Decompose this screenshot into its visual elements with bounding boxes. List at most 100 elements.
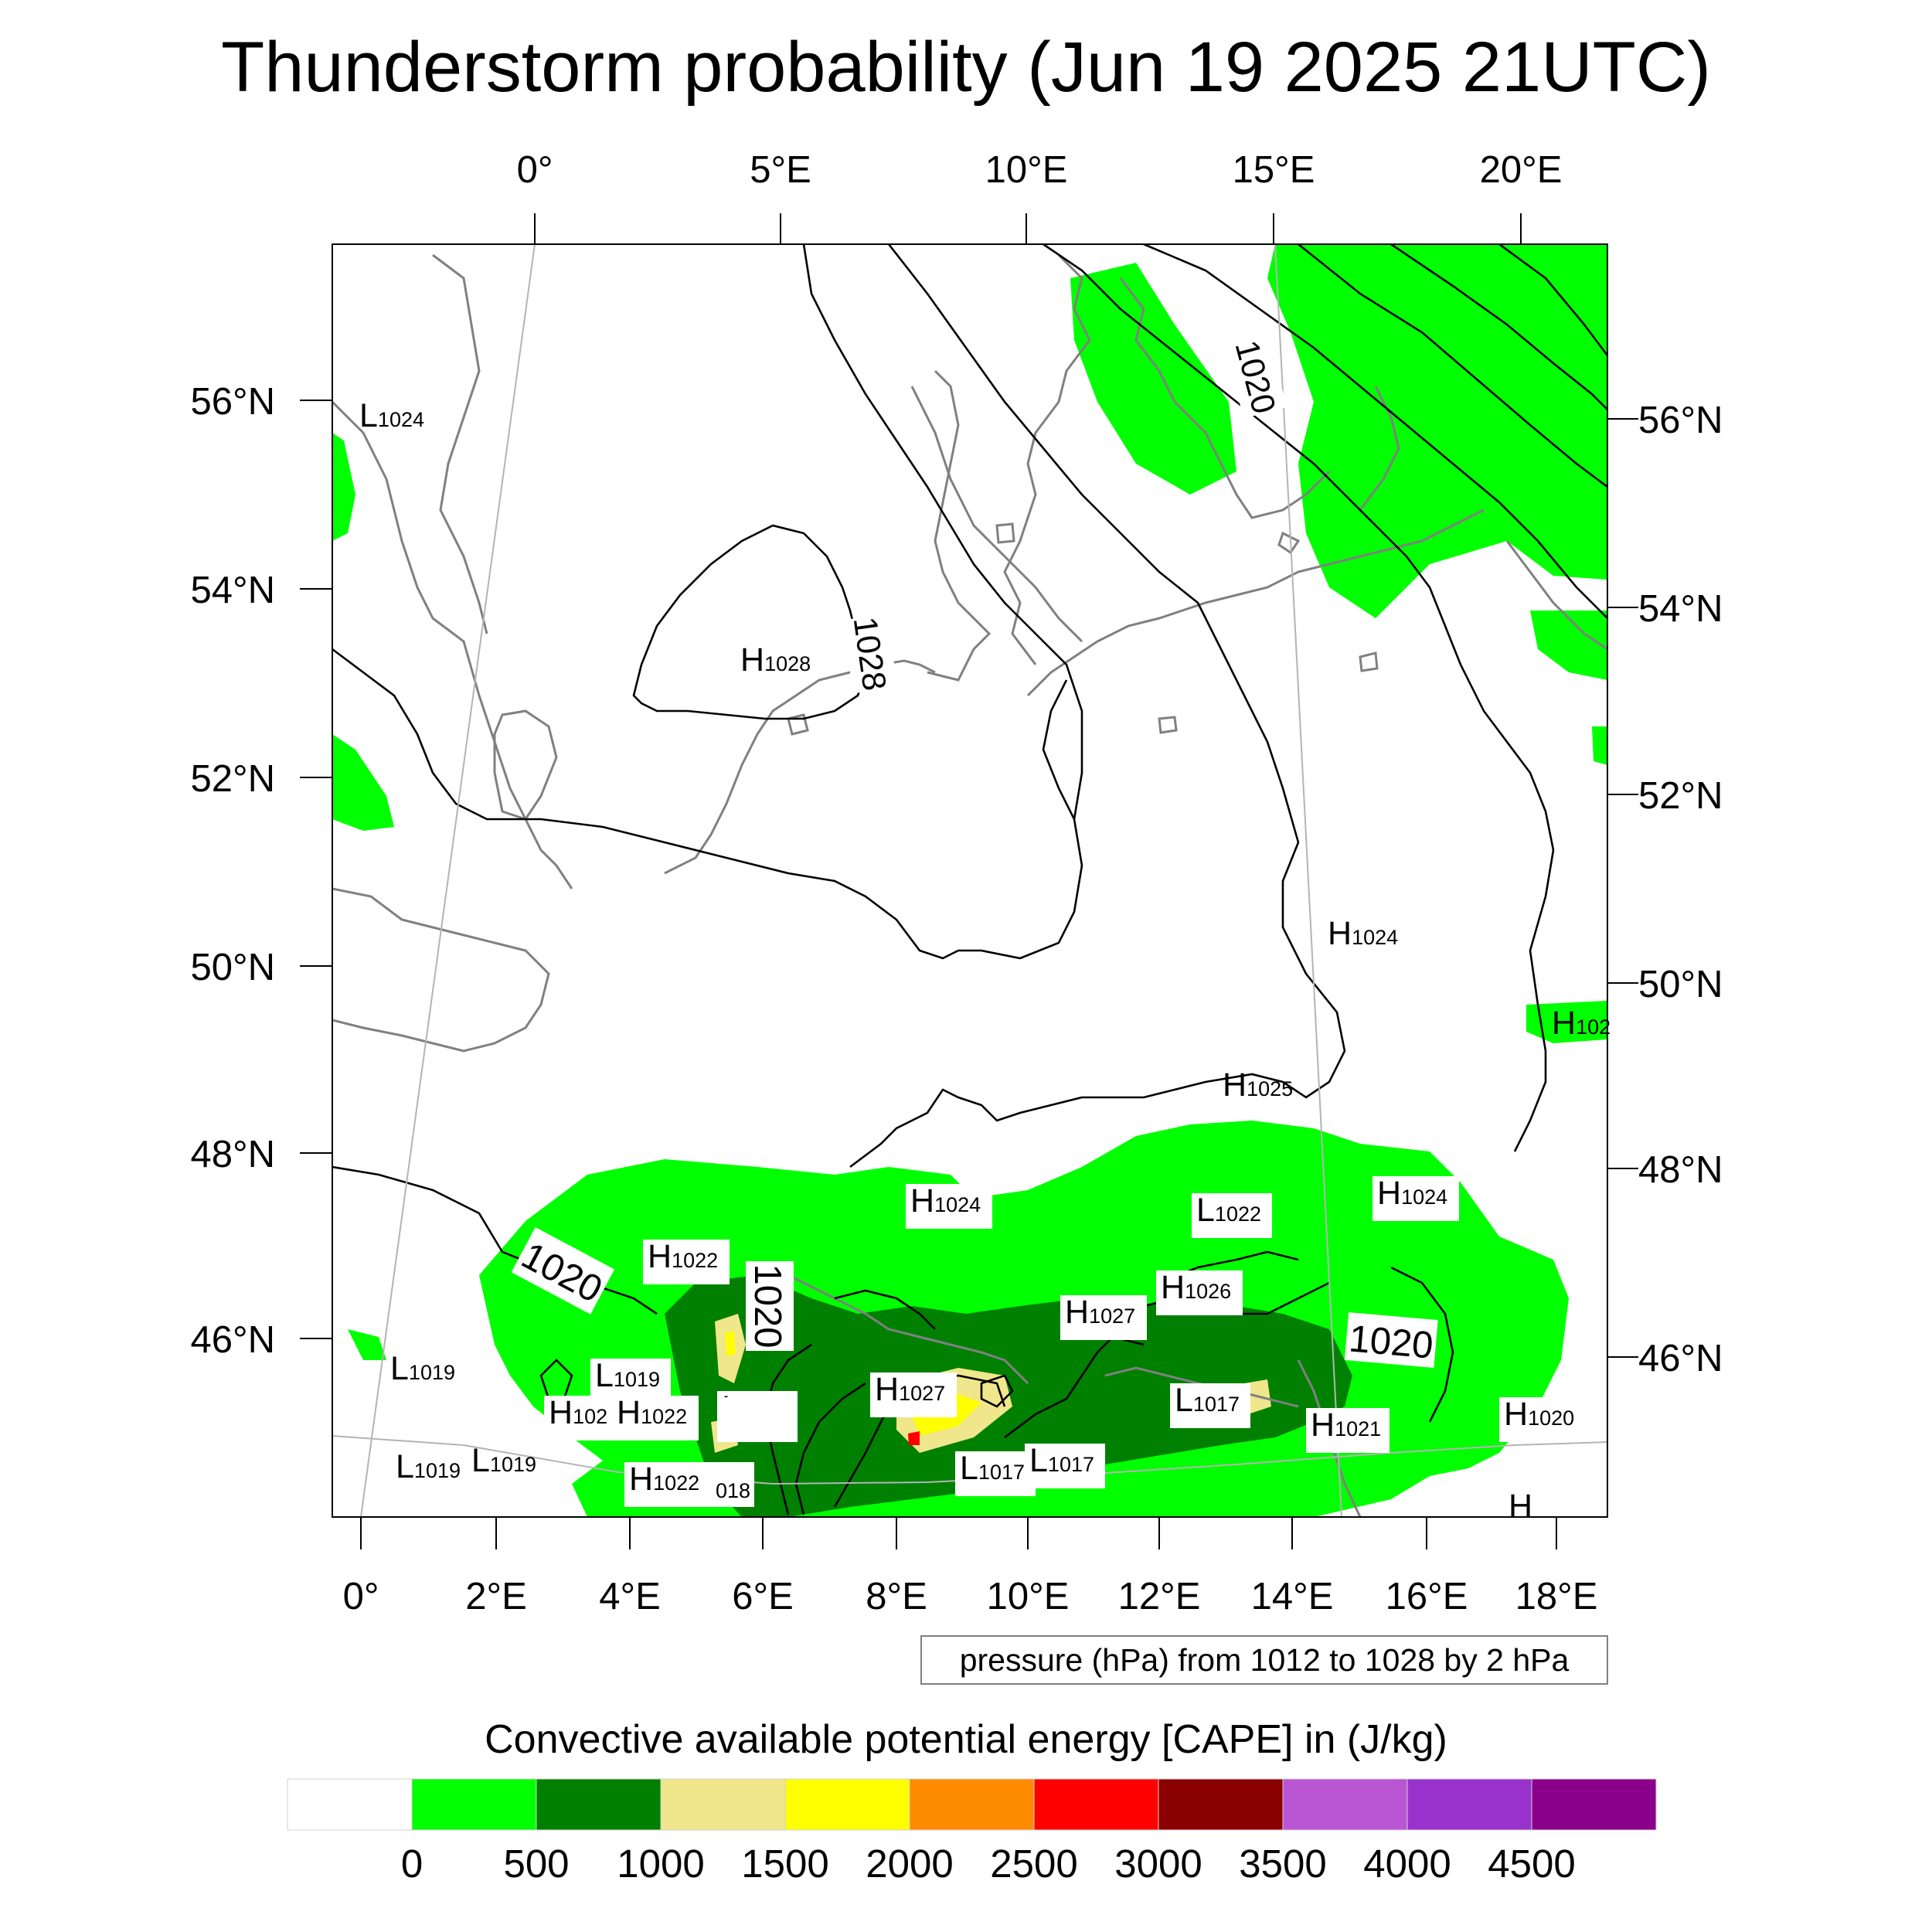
svg-text:H1024: H1024 [1328, 915, 1398, 952]
pressure-center-label: H102 [544, 1394, 618, 1440]
pressure-center-label: H1028 [740, 641, 811, 679]
left-tick-label: 52°N [191, 758, 275, 800]
right-tick-label: 52°N [1638, 775, 1723, 817]
svg-text:L1019: L1019 [595, 1357, 660, 1394]
colorbar-swatches [287, 1778, 1657, 1831]
colorbar-tick-label: 2500 [990, 1842, 1077, 1886]
map-panel: 0° 5°E 10°E 15°E 20°E 56°N 54°N 52°N 50°… [191, 149, 1723, 1685]
bottom-tick-label: 10°E [987, 1576, 1070, 1617]
top-tick-label: 15°E [1233, 149, 1315, 191]
colorbar-swatch [1158, 1778, 1284, 1831]
svg-text:H: H [1509, 1488, 1532, 1525]
pressure-center-label: H1021 [1306, 1406, 1389, 1453]
left-tick-label: 46°N [191, 1319, 275, 1361]
svg-text:H1022: H1022 [629, 1461, 699, 1498]
colorbar-swatch [909, 1778, 1035, 1831]
svg-text:H102: H102 [549, 1394, 607, 1431]
svg-text:H1024: H1024 [910, 1182, 981, 1219]
right-tick-label: 48°N [1638, 1149, 1723, 1191]
colorbar-tick-label: 1500 [741, 1842, 828, 1886]
pressure-center-label: L1017 [955, 1450, 1036, 1496]
pressure-center-label: H1022 018 [624, 1461, 754, 1507]
pressure-center-label: L1024 [359, 397, 424, 434]
svg-text:H1021: H1021 [1311, 1406, 1381, 1444]
pressure-center-label: H1025 [1223, 1066, 1293, 1104]
pressure-center-label: H [1509, 1488, 1532, 1525]
bottom-axis: 0° 2°E 4°E 6°E 8°E 10°E 12°E 14°E 16°E 1… [343, 1517, 1597, 1617]
svg-text:1020: 1020 [747, 1264, 788, 1348]
pressure-center-label: H1026 [1156, 1269, 1243, 1315]
colorbar-tick-label: 4000 [1363, 1842, 1451, 1886]
bottom-tick-label: 4°E [599, 1576, 661, 1617]
pressure-center-label: H1024 [1328, 915, 1398, 952]
bottom-tick-label: 14°E [1251, 1576, 1334, 1617]
svg-text:L1019: L1019 [396, 1448, 461, 1485]
right-tick-label: 50°N [1638, 964, 1723, 1005]
colorbar-swatch [660, 1778, 786, 1831]
colorbar-tick-label: 3500 [1239, 1842, 1326, 1886]
pressure-center-label: L1017 [1170, 1382, 1250, 1428]
colorbar-swatch [411, 1778, 537, 1831]
svg-text:H1027: H1027 [875, 1371, 945, 1408]
colorbar-tick-label: 3000 [1114, 1842, 1202, 1886]
colorbar-swatch [1406, 1778, 1532, 1831]
pressure-center-label: L1019 [396, 1448, 461, 1485]
bottom-tick-label: 8°E [866, 1576, 927, 1617]
pressure-center-label: L1022 [1192, 1192, 1272, 1238]
colorbar-tick-labels: 0 500 1000 1500 2000 2500 3000 3500 4000 4500 [401, 1842, 1576, 1886]
pressure-center-label: L1017 [1025, 1442, 1105, 1488]
svg-text:H1022: H1022 [648, 1238, 718, 1275]
left-axis: 56°N 54°N 52°N 50°N 48°N 46°N [191, 381, 332, 1361]
pressure-center-label [717, 1397, 798, 1442]
svg-text:L1017: L1017 [1175, 1382, 1240, 1419]
svg-text:1020: 1020 [1347, 1318, 1434, 1366]
right-axis: 56°N 54°N 52°N 50°N 48°N 46°N [1607, 400, 1723, 1379]
svg-text:L1022: L1022 [1196, 1192, 1261, 1229]
top-tick-label: 20°E [1480, 149, 1563, 191]
coastline-islands [787, 522, 1379, 736]
left-tick-label: 50°N [191, 947, 275, 988]
bottom-tick-label: 12°E [1118, 1576, 1201, 1617]
top-tick-label: 10°E [985, 149, 1068, 191]
colorbar-tick-label: 1000 [617, 1842, 704, 1886]
svg-text:018: 018 [716, 1479, 750, 1502]
svg-text:H1025: H1025 [1223, 1066, 1293, 1104]
pressure-center-label: H1020 [1499, 1396, 1586, 1442]
isobar-label: 1020 [746, 1261, 794, 1351]
svg-text:H1024: H1024 [1377, 1175, 1447, 1212]
isobar-label: 1028 [842, 614, 898, 694]
bottom-tick-label: 2°E [465, 1576, 527, 1617]
pressure-center-label: H1024 [906, 1182, 992, 1229]
colorbar: Convective available potential energy [C… [287, 1717, 1657, 1886]
pressure-center-label: H1022 [643, 1238, 730, 1284]
svg-text:H1020: H1020 [1504, 1396, 1574, 1433]
svg-text:L1024: L1024 [359, 397, 424, 434]
pressure-center-labels: L1019 L1024 H1028 H1024 H102 H1025 H1024 [359, 397, 1611, 1525]
colorbar-tick-label: 0 [401, 1842, 423, 1886]
right-tick-label: 56°N [1638, 400, 1723, 441]
pressure-center-label: H1024 [1372, 1175, 1459, 1221]
colorbar-tick-label: 4500 [1488, 1842, 1575, 1886]
svg-text:H1022: H1022 [617, 1394, 687, 1431]
left-tick-label: 56°N [191, 381, 275, 423]
left-tick-label: 54°N [191, 570, 275, 611]
pressure-center-label: H1022 [612, 1394, 699, 1440]
svg-text:L1017: L1017 [1029, 1442, 1094, 1479]
top-axis: 0° 5°E 10°E 15°E 20°E [517, 149, 1563, 244]
contour-info-box: pressure (hPa) from 1012 to 1028 by 2 hP… [920, 1635, 1608, 1685]
svg-text:H102: H102 [1552, 1005, 1611, 1042]
pressure-center-label: H1027 [1060, 1294, 1147, 1340]
pressure-center-label: H102 [1552, 1005, 1611, 1042]
colorbar-swatch [1033, 1778, 1159, 1831]
map-frame [332, 243, 1608, 1518]
top-tick-label: 0° [517, 149, 553, 191]
svg-text:H1026: H1026 [1161, 1269, 1231, 1306]
svg-text:L1019: L1019 [390, 1350, 455, 1387]
pressure-center-label: H1027 [870, 1371, 957, 1417]
isobar-label: 1020 [1344, 1312, 1438, 1368]
chart-title: Thunderstorm probability (Jun 19 2025 21… [221, 28, 1711, 107]
bottom-tick-label: 6°E [732, 1576, 794, 1617]
svg-text:pressure (hPa) from 1012 to 10: pressure (hPa) from 1012 to 1028 by 2 hP… [960, 1642, 1570, 1678]
svg-text:H1027: H1027 [1065, 1294, 1135, 1331]
top-tick-label: 5°E [750, 149, 811, 191]
